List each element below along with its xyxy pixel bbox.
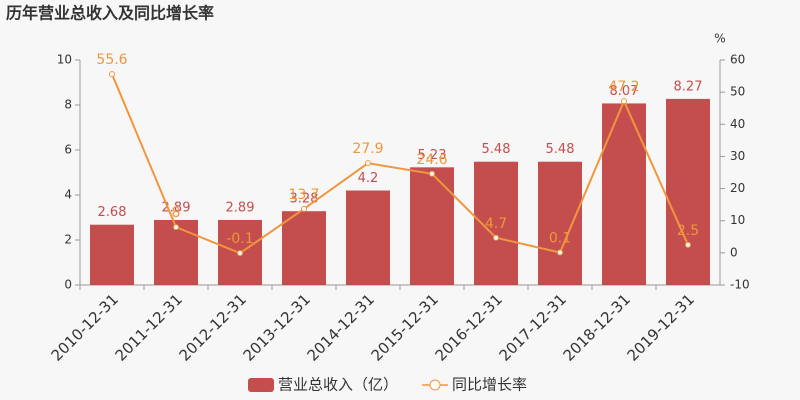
line-point	[365, 160, 371, 167]
y-tick-label: 0	[64, 278, 72, 292]
line-point	[685, 241, 691, 248]
line-value-label: 2.5	[677, 223, 699, 239]
y2-tick-label: 0	[730, 245, 738, 259]
bar-value-label: 2.89	[226, 200, 255, 215]
chart-title: 历年营业总收入及同比增长率	[6, 4, 214, 23]
y-tick-label: 10	[57, 53, 72, 67]
y2-tick-label: 10	[730, 213, 745, 227]
line-point	[109, 71, 115, 78]
bar	[90, 224, 134, 285]
line-value-label: 55.6	[96, 52, 127, 68]
x-tick-label: 2014-12-31	[304, 290, 378, 364]
y2-tick-label: 50	[730, 85, 745, 99]
y2-tick-label: -10	[730, 278, 750, 292]
line-value-label: 4.7	[485, 216, 507, 232]
bar-value-label: 4.2	[358, 171, 379, 186]
bar	[666, 98, 710, 285]
y-tick-label: 4	[64, 188, 72, 202]
y-tick-label: 8	[64, 98, 72, 112]
line-point	[557, 249, 563, 256]
bar	[538, 161, 582, 285]
bar	[346, 190, 390, 285]
bar	[154, 219, 198, 285]
legend-label: 同比增长率	[452, 376, 527, 394]
y2-tick-label: 20	[730, 181, 745, 195]
legend-swatch	[248, 378, 274, 392]
bar-value-label: 8.27	[674, 79, 703, 94]
line-point	[173, 224, 179, 231]
line-point	[429, 170, 435, 177]
line-value-label: 47.2	[608, 79, 639, 95]
x-tick-label: 2015-12-31	[368, 290, 442, 364]
line-value-label: -0.1	[226, 231, 253, 247]
bar	[410, 167, 454, 285]
x-tick-label: 2018-12-31	[560, 290, 634, 364]
x-tick-label: 2012-12-31	[176, 290, 250, 364]
bar	[602, 103, 646, 285]
bar-value-label: 2.68	[98, 205, 127, 220]
line-point	[301, 205, 307, 212]
line-value-label: 13.7	[288, 187, 319, 203]
x-tick-label: 2016-12-31	[432, 290, 506, 364]
x-tick-label: 2017-12-31	[496, 290, 570, 364]
line-point	[237, 250, 243, 257]
bar-value-label: 8.07	[610, 84, 639, 99]
line-value-label: 27.9	[352, 141, 383, 157]
y2-axis-label: %	[714, 32, 725, 46]
x-tick-label: 2011-12-31	[112, 290, 186, 364]
bar	[282, 211, 326, 285]
legend-marker	[429, 379, 441, 391]
line-value-label: 24.6	[416, 152, 447, 168]
x-tick-label: 2019-12-31	[624, 290, 698, 364]
bar-value-label: 5.48	[482, 142, 511, 157]
line-value-label: 8	[172, 205, 181, 221]
y2-tick-label: 60	[730, 53, 745, 67]
line-point	[621, 98, 627, 105]
y2-tick-label: 30	[730, 149, 745, 163]
legend-label: 营业总收入（亿）	[278, 376, 398, 394]
y2-tick-label: 40	[730, 117, 745, 131]
x-tick-label: 2010-12-31	[48, 290, 122, 364]
y-tick-label: 2	[64, 233, 72, 247]
line-value-label: 0.1	[549, 231, 571, 247]
bar-value-label: 5.23	[418, 148, 447, 163]
line	[111, 73, 689, 255]
y-tick-label: 6	[64, 143, 72, 157]
x-tick-label: 2013-12-31	[240, 290, 314, 364]
bar-value-label: 5.48	[546, 142, 575, 157]
line-point	[493, 234, 499, 241]
